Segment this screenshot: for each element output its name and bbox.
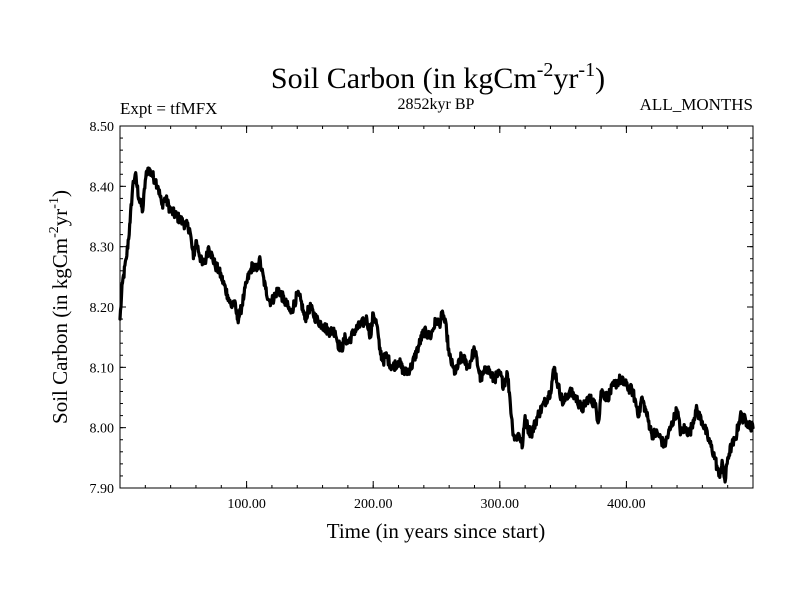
- chart-title: Soil Carbon (in kgCm-2yr-1): [271, 59, 605, 95]
- x-tick-label: 200.00: [354, 497, 393, 512]
- x-axis: 100.00 200.00 300.00 400.00: [119, 126, 754, 512]
- experiment-label: Expt = tfMFX: [120, 99, 217, 118]
- y-tick-label: 7.90: [90, 482, 115, 497]
- months-label: ALL_MONTHS: [640, 95, 753, 114]
- x-axis-label: Time (in years since start): [327, 519, 546, 543]
- x-tick-label: 300.00: [481, 497, 520, 512]
- x-tick-label: 100.00: [227, 497, 266, 512]
- period-label: 2852kyr BP: [398, 96, 475, 113]
- y-tick-label: 8.20: [90, 301, 115, 316]
- y-tick-label: 8.30: [90, 241, 115, 256]
- y-tick-label: 8.40: [90, 180, 115, 195]
- y-axis-label: Soil Carbon (in kgCm-2yr-1): [47, 190, 72, 424]
- x-tick-label: 400.00: [607, 497, 646, 512]
- y-tick-label: 8.50: [90, 120, 115, 135]
- series-line-soil-carbon: [118, 166, 755, 484]
- y-tick-label: 8.00: [90, 422, 115, 437]
- y-tick-label: 8.10: [90, 361, 115, 376]
